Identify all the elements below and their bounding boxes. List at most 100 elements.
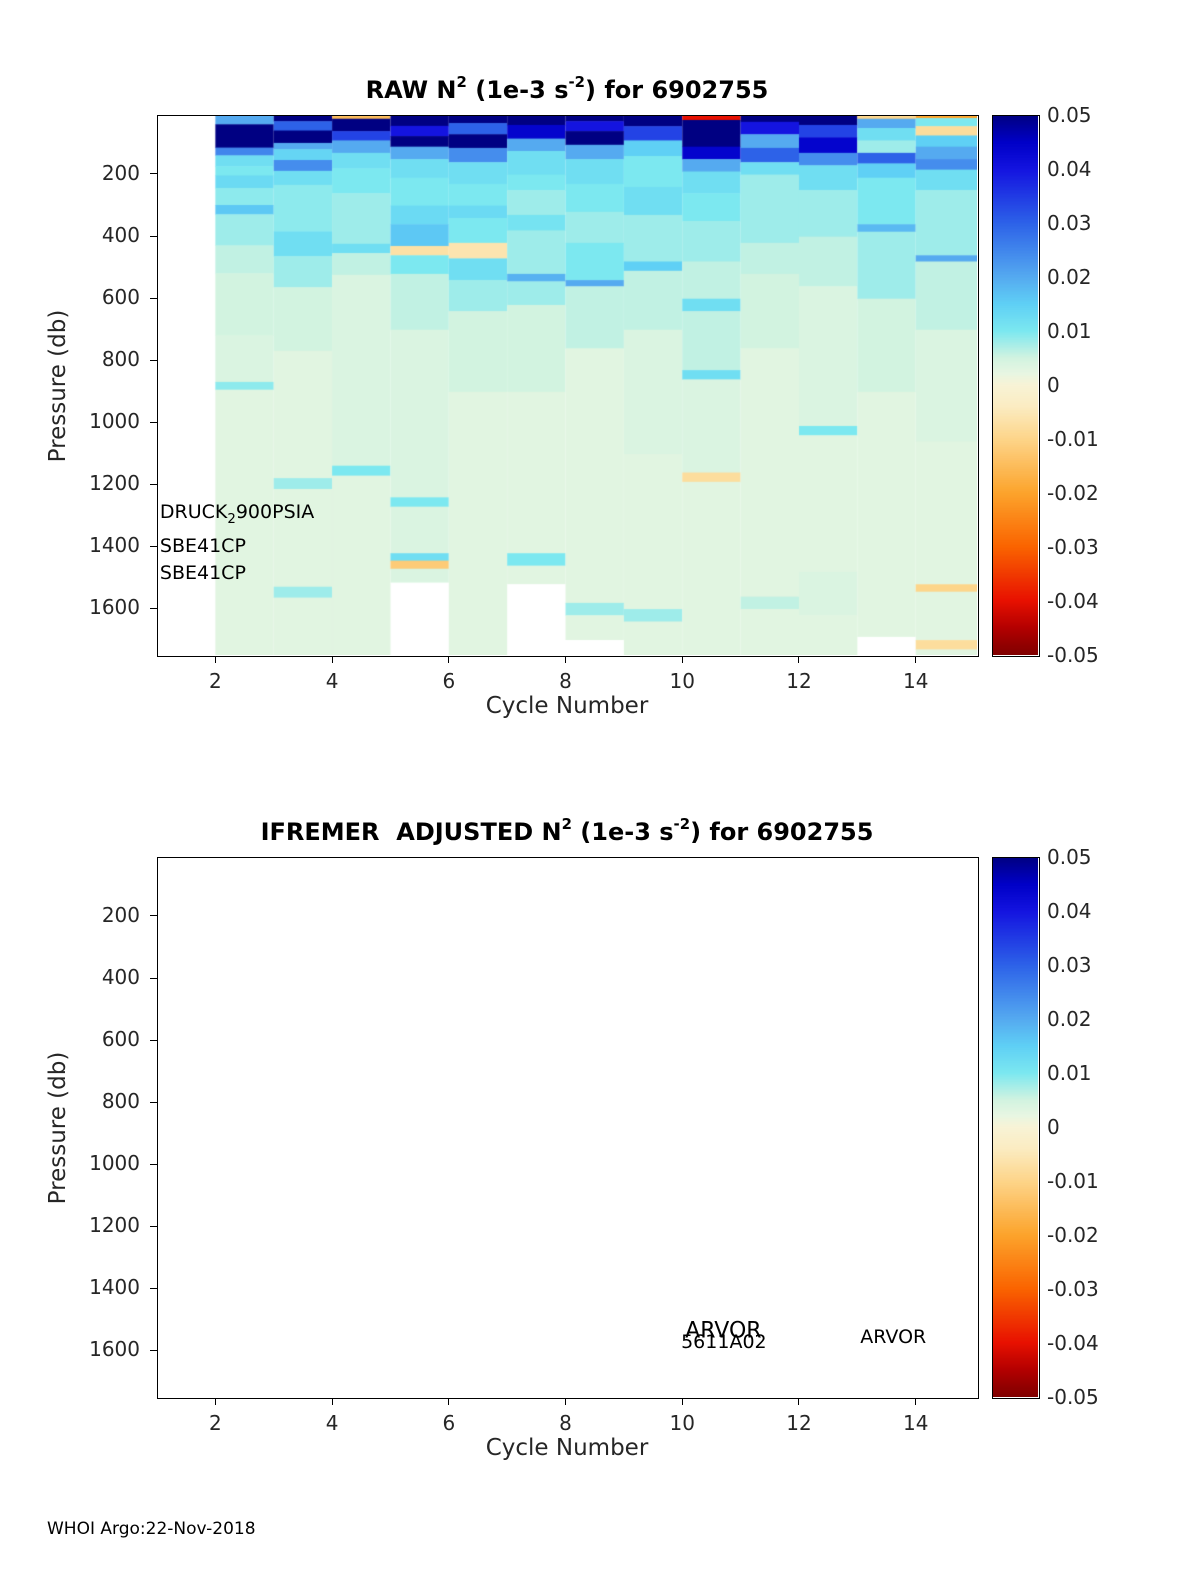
colorbar-tick-label: -0.01 [1047, 1169, 1099, 1193]
y-tick-label: 1000 [89, 1151, 140, 1176]
x-tick-label: 10 [669, 669, 695, 693]
x-tick-mark [798, 656, 800, 663]
y-tick-mark [150, 607, 157, 609]
y-tick-mark [150, 1039, 157, 1041]
y-tick-label: 1600 [89, 595, 140, 620]
y-tick-mark [150, 173, 157, 175]
chart-annotation: 5611A02 [681, 1331, 767, 1353]
title-superscript: 2 [456, 72, 467, 91]
y-tick-label: 800 [101, 347, 140, 372]
colorbar-tick-label: 0.01 [1047, 319, 1092, 343]
title-superscript: -2 [568, 72, 586, 91]
colorbar-tick-label: 0.04 [1047, 157, 1092, 181]
x-tick-mark [681, 656, 683, 663]
colorbar-tick-label: -0.03 [1047, 535, 1099, 559]
colorbar-tick-label: -0.02 [1047, 1223, 1099, 1247]
x-tick-label: 2 [208, 1411, 222, 1435]
x-tick-mark [565, 656, 567, 663]
x-tick-mark [214, 1398, 216, 1405]
annotation-text: ARVOR [860, 1326, 927, 1349]
y-tick-label: 200 [101, 902, 140, 927]
x-tick-label: 14 [902, 669, 929, 693]
adjusted-ylabel: Pressure (db) [45, 1051, 71, 1205]
y-tick-mark [150, 1163, 157, 1165]
y-tick-label: 1200 [89, 1213, 140, 1238]
x-tick-mark [448, 1398, 450, 1405]
y-tick-label: 600 [101, 285, 140, 310]
colorbar-tick-label: 0.03 [1047, 211, 1092, 235]
colorbar-tick-label: 0.05 [1047, 845, 1092, 869]
y-tick-label: 1400 [89, 1275, 140, 1300]
x-tick-mark [798, 1398, 800, 1405]
chart-annotation: DRUCK2900PSIA [159, 500, 314, 527]
title-superscript: 2 [561, 814, 572, 833]
annotation-text: SBE41CP [159, 534, 246, 557]
colorbar-tick-label: -0.03 [1047, 1277, 1099, 1301]
chart-annotation: SBE41CP [160, 562, 246, 584]
x-tick-mark [214, 656, 216, 663]
chart-annotation: ARVOR [860, 1326, 926, 1348]
raw-colorbar-canvas [992, 115, 1038, 655]
raw-ylabel: Pressure (db) [45, 309, 71, 463]
adjusted-chart-title: IFREMER ADJUSTED N2 (1e-3 s-2) for 69027… [157, 814, 977, 846]
x-tick-mark [331, 656, 333, 663]
y-tick-mark [150, 421, 157, 423]
title-text: RAW N [365, 76, 457, 104]
colorbar-tick-label: -0.05 [1047, 1385, 1099, 1409]
colorbar-tick-label: 0.05 [1047, 103, 1092, 127]
title-superscript: -2 [673, 814, 691, 833]
x-tick-label: 8 [559, 669, 572, 693]
x-tick-mark [915, 656, 917, 663]
x-tick-label: 2 [208, 669, 222, 693]
colorbar-tick-label: 0 [1047, 373, 1060, 397]
x-tick-label: 6 [442, 1411, 456, 1435]
y-tick-mark [150, 297, 157, 299]
y-tick-mark [150, 1225, 157, 1227]
y-tick-mark [150, 915, 157, 917]
colorbar-tick-label: -0.02 [1047, 481, 1099, 505]
colorbar-tick-label: -0.04 [1047, 1331, 1099, 1355]
y-tick-mark [150, 483, 157, 485]
y-tick-label: 600 [101, 1027, 140, 1052]
adjusted-xlabel: Cycle Number [485, 1435, 649, 1461]
y-tick-mark [150, 1101, 157, 1103]
y-tick-label: 400 [101, 223, 140, 248]
title-text: IFREMER ADJUSTED N [260, 818, 562, 846]
y-tick-mark [150, 235, 157, 237]
x-tick-label: 6 [442, 669, 456, 693]
colorbar-tick-label: 0.02 [1047, 265, 1092, 289]
y-tick-mark [150, 1287, 157, 1289]
adjusted-colorbar-canvas [992, 857, 1038, 1397]
colorbar-tick-label: 0.02 [1047, 1007, 1092, 1031]
colorbar-tick-label: -0.04 [1047, 589, 1099, 613]
title-text: (1e-3 s [571, 818, 674, 846]
y-tick-mark [150, 545, 157, 547]
y-tick-label: 1000 [89, 409, 140, 434]
title-text: ) for 6902755 [690, 818, 874, 846]
x-tick-label: 10 [669, 1411, 695, 1435]
x-tick-label: 12 [786, 669, 812, 693]
y-tick-label: 1600 [89, 1337, 140, 1362]
y-tick-label: 1400 [89, 533, 140, 558]
x-tick-mark [331, 1398, 333, 1405]
y-tick-mark [150, 359, 157, 361]
y-tick-mark [150, 1349, 157, 1351]
y-tick-label: 1200 [89, 471, 140, 496]
raw-xlabel: Cycle Number [485, 693, 649, 719]
x-tick-label: 4 [325, 1411, 339, 1435]
colorbar-tick-label: 0 [1047, 1115, 1060, 1139]
annotation-text: ARVOR [685, 1318, 762, 1344]
x-tick-label: 12 [786, 1411, 812, 1435]
x-tick-label: 4 [325, 669, 339, 693]
annotation-text: SBE41CP [159, 562, 246, 585]
annotation-text: DRUCK [159, 500, 228, 523]
y-tick-mark [150, 977, 157, 979]
title-text: ) for 6902755 [585, 76, 769, 104]
y-tick-label: 400 [101, 965, 140, 990]
colorbar-tick-label: 0.01 [1047, 1061, 1092, 1085]
x-tick-mark [565, 1398, 567, 1405]
x-tick-mark [681, 1398, 683, 1405]
colorbar-tick-label: -0.05 [1047, 643, 1099, 667]
colorbar-tick-label: 0.03 [1047, 953, 1092, 977]
